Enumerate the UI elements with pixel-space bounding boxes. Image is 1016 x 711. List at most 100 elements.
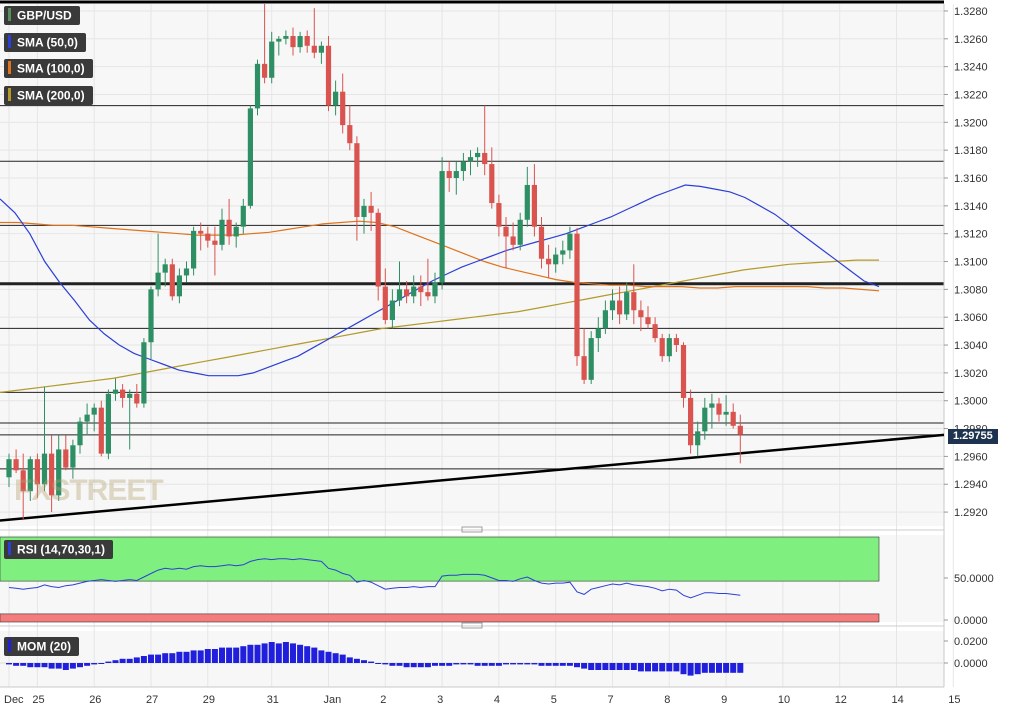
mom-bar (453, 663, 460, 665)
mom-bar (247, 644, 254, 663)
candle-up (709, 403, 715, 408)
rsi-line (8, 558, 741, 599)
candle-down (425, 292, 431, 297)
candle-down (375, 212, 381, 287)
legend-sma100[interactable]: SMA (100,0) (4, 59, 93, 78)
candle-up (723, 411, 729, 415)
mom-bar (240, 646, 247, 663)
mom-bar (623, 663, 630, 670)
candle-down (34, 459, 40, 485)
candle-up (56, 449, 62, 496)
candle-up (361, 205, 367, 217)
mom-bar (318, 650, 325, 663)
fxstreet-watermark-logo: FXSTREET (14, 474, 164, 507)
candle-up (84, 414, 90, 422)
candle-down (404, 289, 410, 297)
mom-bar (673, 663, 680, 672)
mom-bar (517, 663, 524, 665)
mom-bar (524, 663, 531, 665)
candle-down (489, 164, 495, 204)
price-tick-label: 1.3220 (954, 89, 988, 101)
mom-bar (581, 663, 588, 669)
mom-bar (439, 663, 446, 666)
mom-bar (339, 654, 346, 663)
mom-bar (346, 657, 353, 663)
mom-bar (566, 663, 573, 666)
current-price-tag: 1.29755 (948, 429, 998, 444)
candle-up (269, 41, 275, 78)
mom-bar (275, 643, 282, 663)
rsi-label: RSI (14,70,30,1) (17, 542, 106, 557)
time-tick-label: 31 (267, 694, 279, 706)
candle-down (98, 407, 104, 454)
candle-up (148, 289, 154, 343)
candle-up (467, 157, 474, 162)
candle-up (283, 36, 289, 39)
legend-swatch (8, 639, 11, 653)
mom-bar (353, 658, 360, 663)
price-tick-label: 1.3000 (954, 396, 988, 408)
price-tick-label: 1.3100 (954, 257, 988, 269)
mom-bar (119, 658, 126, 663)
mom-bar (361, 660, 367, 663)
mom-bar (261, 643, 268, 663)
candle-up (27, 459, 33, 492)
legend-swatch (8, 61, 11, 75)
candle-up (432, 282, 438, 297)
candle-up (240, 205, 246, 227)
price-tick-label: 1.3180 (954, 145, 988, 157)
mom-bar (6, 663, 12, 665)
mom-bar (609, 663, 616, 670)
candle-down (730, 411, 736, 426)
mom-tick-label: 0.0000 (954, 658, 988, 670)
mom-bar (62, 663, 69, 670)
candle-up (127, 393, 133, 398)
candle-up (91, 407, 97, 415)
candle-up (318, 45, 324, 53)
mom-bar (211, 649, 218, 663)
rsi-overbought-zone (0, 536, 880, 582)
mom-bar (474, 663, 481, 666)
candle-down (546, 258, 552, 265)
candle-down (354, 143, 360, 217)
mom-bar (588, 663, 595, 670)
mom-bar (98, 663, 105, 664)
candle-down (49, 453, 55, 496)
mom-bar (595, 663, 602, 670)
mom-label: MOM (20) (17, 639, 71, 654)
candle-down (212, 240, 218, 245)
price-tick-label: 1.3240 (954, 62, 988, 74)
mom-bar (268, 642, 275, 663)
candle-down (659, 338, 665, 357)
candle-up (460, 161, 466, 172)
candle-up (219, 219, 225, 245)
candle-up (183, 268, 190, 276)
time-tick-label: 4 (494, 694, 500, 706)
mom-bar (716, 663, 722, 673)
legend-label: SMA (100,0) (17, 61, 85, 76)
legend-rsi[interactable]: RSI (14,70,30,1) (4, 540, 114, 559)
mom-bar (616, 663, 623, 670)
legend-mom[interactable]: MOM (20) (4, 637, 79, 656)
legend-sma200[interactable]: SMA (200,0) (4, 86, 93, 105)
candle-up (453, 171, 459, 178)
legend-sma50[interactable]: SMA (50,0) (4, 33, 86, 52)
time-tick-label: 5 (551, 694, 557, 706)
candle-down (262, 63, 268, 78)
pane-resize-handle (461, 526, 483, 533)
candle-down (737, 425, 743, 435)
rsi-oversold-zone (0, 613, 880, 623)
mom-bar (91, 663, 98, 665)
price-tick-label: 1.3020 (954, 368, 988, 380)
candle-up (588, 338, 594, 380)
candle-up (396, 289, 403, 301)
time-tick-label: Jan (324, 694, 342, 706)
price-tick-label: 1.3200 (954, 117, 988, 129)
time-tick-label: 26 (89, 694, 101, 706)
time-tick-label: 15 (948, 694, 960, 706)
candle-down (446, 171, 452, 178)
legend-swatch (8, 542, 11, 556)
mom-bar (446, 663, 453, 666)
legend-gbpusd[interactable]: GBP/USD (4, 6, 80, 25)
